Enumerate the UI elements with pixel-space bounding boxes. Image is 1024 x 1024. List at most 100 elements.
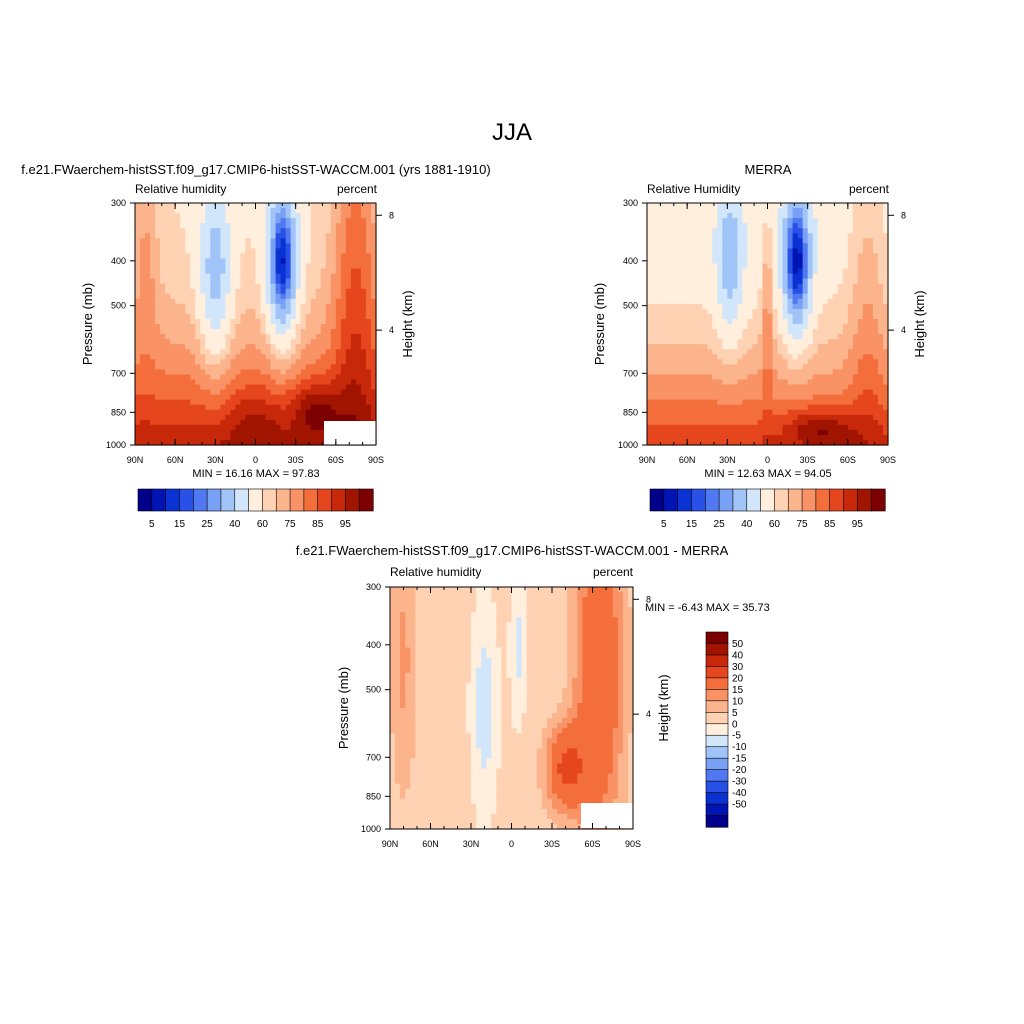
contour-cell xyxy=(270,238,277,244)
contour-cell xyxy=(747,278,754,285)
contour-cell xyxy=(872,263,879,270)
contour-cell xyxy=(265,399,272,406)
contour-cell xyxy=(365,298,372,305)
contour-cell xyxy=(687,374,693,381)
contour-cell xyxy=(325,258,332,265)
contour-cell xyxy=(320,359,327,365)
contour-cell xyxy=(305,273,312,280)
contour-cell xyxy=(777,208,784,214)
contour-cell xyxy=(877,318,884,325)
contour-cell xyxy=(250,439,257,446)
contour-cell xyxy=(822,409,829,416)
contour-cell xyxy=(205,404,211,411)
contour-cell xyxy=(787,283,794,290)
contour-cell xyxy=(882,384,889,391)
contour-cell xyxy=(867,268,874,275)
contour-cell xyxy=(687,334,693,340)
contour-cell xyxy=(165,233,171,239)
contour-cell xyxy=(807,389,814,396)
contour-cell xyxy=(330,344,337,350)
contour-cell xyxy=(692,414,698,421)
contour-cell xyxy=(180,419,186,426)
contour-cell xyxy=(712,263,718,270)
contour-cell xyxy=(185,359,191,365)
contour-cell xyxy=(400,788,406,795)
contour-cell xyxy=(265,228,272,234)
contour-cell xyxy=(215,429,221,436)
contour-cell xyxy=(145,334,151,340)
contour-cell xyxy=(732,268,738,275)
contour-cell xyxy=(360,263,367,270)
contour-cell xyxy=(807,238,814,244)
contour-cell xyxy=(360,379,367,386)
contour-cell xyxy=(852,439,859,446)
contour-cell xyxy=(777,364,784,370)
contour-cell xyxy=(280,313,287,320)
contour-cell xyxy=(150,293,156,300)
contour-cell xyxy=(677,268,683,275)
contour-cell xyxy=(732,253,738,260)
contour-cell xyxy=(360,268,367,275)
contour-cell xyxy=(180,404,186,411)
contour-cell xyxy=(847,223,854,229)
contour-cell xyxy=(757,218,764,224)
contour-cell xyxy=(300,379,307,386)
contour-cell xyxy=(787,308,794,315)
contour-cell xyxy=(857,253,864,260)
contour-cell xyxy=(767,324,774,330)
contour-cell xyxy=(852,248,859,255)
contour-cell xyxy=(672,419,678,426)
contour-cell xyxy=(155,339,161,345)
contour-cell xyxy=(140,283,146,290)
contour-cell xyxy=(195,288,201,295)
contour-cell xyxy=(832,374,839,381)
contour-cell xyxy=(285,273,292,280)
contour-cell xyxy=(325,203,332,209)
contour-cell xyxy=(215,354,221,360)
colorbar-swatch xyxy=(345,488,360,512)
contour-cell xyxy=(210,394,216,401)
contour-cell xyxy=(662,364,668,370)
contour-cell xyxy=(727,273,733,280)
contour-cell xyxy=(220,329,226,335)
contour-cell xyxy=(320,324,327,330)
contour-cell xyxy=(717,414,723,421)
contour-cell xyxy=(340,218,347,224)
contour-cell xyxy=(692,263,698,270)
contour-cell xyxy=(807,208,814,214)
contour-cell xyxy=(330,359,337,365)
contour-cell xyxy=(215,364,221,370)
contour-cell xyxy=(777,399,784,406)
contour-cell xyxy=(225,384,231,391)
contour-cell xyxy=(180,379,186,386)
contour-cell xyxy=(255,419,262,426)
contour-cell xyxy=(827,384,834,391)
contour-cell xyxy=(175,334,181,340)
contour-cell xyxy=(345,268,352,275)
contour-cell xyxy=(395,778,401,785)
contour-cell xyxy=(712,369,718,376)
contour-cell xyxy=(832,293,839,300)
contour-cell xyxy=(772,313,779,320)
contour-cell xyxy=(345,399,352,406)
contour-cell xyxy=(230,263,237,270)
contour-cell xyxy=(290,203,297,209)
contour-cell xyxy=(762,303,769,310)
contour-cell xyxy=(360,203,367,209)
contour-cell xyxy=(330,318,337,325)
contour-cell xyxy=(140,394,146,401)
colorbar-swatch xyxy=(192,488,208,512)
contour-cell xyxy=(747,404,754,411)
contour-cell xyxy=(772,318,779,325)
contour-cell xyxy=(732,228,738,234)
contour-cell xyxy=(722,228,728,234)
contour-cell xyxy=(240,339,247,345)
contour-cell xyxy=(732,303,738,310)
contour-cell xyxy=(707,339,713,345)
contour-cell xyxy=(792,258,799,265)
contour-cell xyxy=(702,349,708,355)
contour-cell xyxy=(857,288,864,295)
contour-cell xyxy=(370,268,377,275)
contour-cell xyxy=(405,592,411,598)
contour-cell xyxy=(345,359,352,365)
